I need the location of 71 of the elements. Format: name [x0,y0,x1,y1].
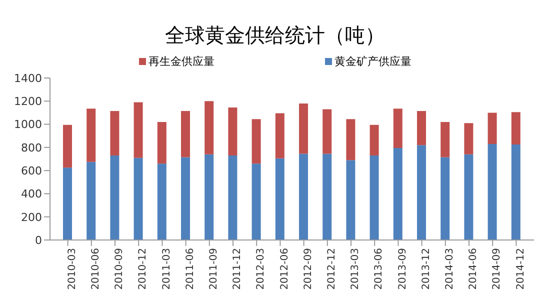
x-tick-label: 2012-03 [256,248,267,290]
chart-title: 全球黄金供给统计（吨） [164,22,386,49]
bar [322,109,332,154]
bar [134,158,143,240]
bar [393,148,402,240]
x-tick-label: 2012-09 [302,248,314,290]
bar [86,162,96,240]
bar [252,119,261,164]
x-tick-label: 2013-06 [374,248,385,290]
legend-label: 再生金供应量 [148,54,214,68]
bar [134,102,143,158]
x-tick-label: 2014-06 [468,248,480,290]
bar [63,168,72,240]
bar [157,164,166,240]
y-tick-label: 1400 [14,72,42,85]
bar [204,154,214,240]
bar [299,154,308,240]
x-tick-label: 2010-12 [138,248,149,290]
bar [393,108,402,148]
y-tick-label: 0 [35,234,42,247]
bar [370,156,379,240]
x-tick-label: 2014-12 [515,248,526,290]
bar [440,157,450,240]
bar [275,158,284,240]
bar [511,112,520,145]
x-tick-label: 2011-06 [184,248,196,290]
y-tick-label: 400 [21,188,42,201]
x-tick-label: 2011-12 [232,248,244,290]
x-tick-label: 2013-12 [420,248,432,290]
x-tick-label: 2013-09 [397,248,408,290]
bar [346,160,356,240]
x-tick-label: 2010-06 [90,248,102,290]
y-tick-label: 600 [21,164,42,178]
bar [204,101,214,154]
bar [488,112,497,144]
bar [322,154,332,240]
x-tick-label: 2012-06 [279,248,290,290]
bar [440,122,450,158]
bar [110,156,120,240]
bar [346,119,356,160]
x-tick-label: 2010-09 [114,248,126,290]
bar [63,124,72,168]
x-tick-label: 2011-03 [161,248,172,290]
x-tick-label: 2012-12 [326,248,338,290]
x-tick-label: 2014-09 [492,248,503,290]
bar [228,108,238,156]
bar [417,145,426,240]
bar [299,103,308,154]
x-tick-label: 2014-03 [444,248,456,290]
bar [181,157,190,240]
x-tick-label: 2010-03 [66,248,78,290]
bar [228,156,238,240]
legend-label: 黄金矿产供应量 [334,54,412,68]
bar [464,123,474,154]
bar [157,122,166,164]
y-tick-label: 1200 [14,95,42,108]
bar [511,144,520,240]
bar [110,110,120,156]
x-tick-label: 2011-09 [208,248,220,290]
x-tick-label: 2013-03 [350,248,362,290]
bar [464,154,474,240]
y-tick-label: 800 [21,141,42,154]
bar [252,164,261,240]
bar [417,110,426,146]
y-tick-label: 1000 [14,118,42,132]
bar [86,108,96,162]
bar [275,113,284,158]
bar [181,110,190,158]
bar [488,144,497,240]
bar [370,124,379,156]
y-tick-label: 200 [21,210,42,224]
